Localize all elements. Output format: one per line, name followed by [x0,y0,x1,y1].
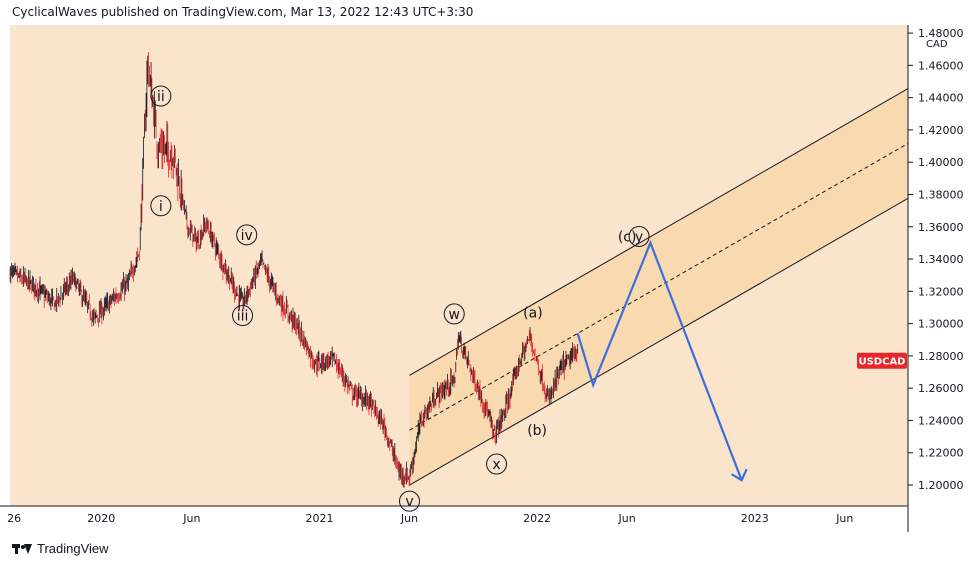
y-tick-label: 1.26000 [918,382,964,395]
wave-label-circle [232,305,254,327]
y-tick-label: 1.20000 [918,479,964,492]
x-tick-label: 2022 [523,512,551,525]
wave-label: ii [150,85,172,107]
x-tick-label: Jun [400,512,418,525]
wave-label: (b) [527,423,547,439]
wave-label-text: (a) [523,305,543,321]
wave-label-text: w [449,307,460,323]
y-tick-label: 1.24000 [918,414,964,427]
wave-label: iii [232,305,254,327]
wave-label: x [486,453,508,475]
y-tick-label: 1.42000 [918,124,964,137]
wave-label-circle [399,490,421,512]
currency-label: CAD [926,39,948,50]
x-tick-label: Jun [182,512,200,525]
y-tick-label: 1.34000 [918,253,964,266]
last-price-badge: USDCAD [857,352,907,369]
y-tick-label: 1.40000 [918,156,964,169]
wave-label-circle [628,225,650,247]
elliott-projection[interactable] [576,239,748,482]
publisher-caption: CyclicalWaves published on TradingView.c… [12,5,474,19]
symbol-badge-bg [857,352,907,369]
wave-label-text: i [159,199,163,215]
wave-label-text: iv [241,228,253,244]
x-tick-label: Jun [835,512,853,525]
wave-label-text: v [405,494,413,510]
channel-upper-line [409,88,908,376]
brand-name: TradingView [37,541,109,556]
y-tick-label: 1.38000 [918,188,964,201]
symbol-badge-text: USDCAD [858,357,905,368]
projection-arrowhead [731,468,748,482]
y-tick-label: 1.36000 [918,221,964,234]
wave-label-circle [443,303,465,325]
wave-label-text: ii [157,89,165,105]
y-tick-label: 1.32000 [918,285,964,298]
y-tick-label: 1.30000 [918,318,964,331]
projection-line [576,239,743,481]
x-tick-label: 2020 [87,512,115,525]
regression-channel[interactable] [409,83,918,486]
x-tick-label: 2023 [741,512,769,525]
x-tick-label: 2021 [305,512,333,525]
wave-label: v [399,490,421,512]
wave-label: iv [236,224,258,246]
time-axis[interactable]: 26 2020 Jun 2021 Jun 2022 Jun 2023 Jun [7,512,853,525]
wave-label-text: (c) [618,229,637,245]
x-tick-label: 26 [7,512,21,525]
wave-label-circle [486,453,508,475]
footer-brand: TradingView [12,541,109,556]
wave-label-text: iii [237,309,249,325]
wave-label-circle [150,195,172,217]
wave-label-circle [236,224,258,246]
y-tick-label: 1.48000 [918,27,964,40]
wave-label: y [628,225,650,247]
wave-label: i [150,195,172,217]
wave-label-circle [150,85,172,107]
tradingview-logo-icon [12,542,32,556]
wave-label: (c) [618,229,637,245]
wave-label: w [443,303,465,325]
y-tick-label: 1.46000 [918,59,964,72]
wave-label-text: (b) [527,423,547,439]
wave-label-text: x [492,457,500,473]
y-tick-label: 1.44000 [918,92,964,105]
wave-label-text: y [635,229,643,245]
x-tick-label: Jun [618,512,636,525]
candlestick-series [9,52,579,488]
y-tick-label: 1.28000 [918,350,964,363]
wave-label: (a) [523,305,543,321]
y-tick-label: 1.22000 [918,447,964,460]
price-axis[interactable]: 1.48000 1.46000 1.44000 1.42000 1.40000 1.380… [908,27,964,492]
channel-lower-line [409,197,908,486]
